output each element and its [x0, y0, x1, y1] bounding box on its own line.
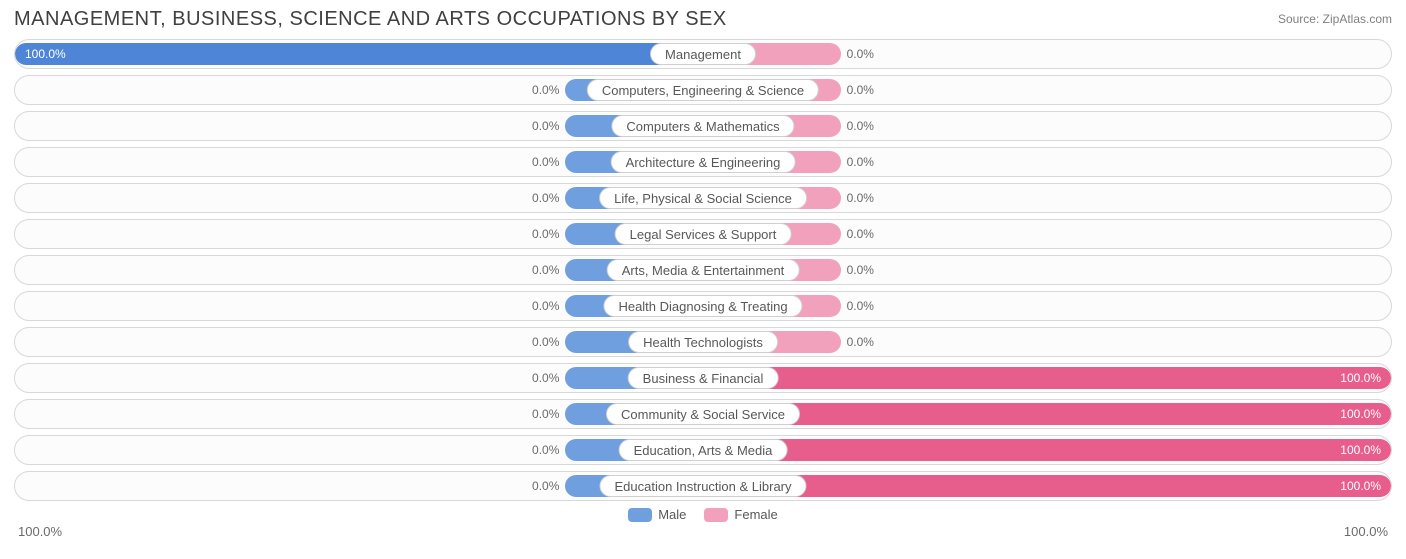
male-value: 0.0%	[532, 400, 559, 428]
axis-left-label: 100.0%	[18, 524, 62, 539]
female-value: 0.0%	[847, 328, 874, 356]
female-bar: 100.0%	[703, 367, 1391, 389]
legend-swatch-female	[704, 508, 728, 522]
female-bar: 100.0%	[703, 439, 1391, 461]
legend-male-label: Male	[658, 507, 686, 522]
female-value: 0.0%	[847, 112, 874, 140]
chart-row: 0.0% 0.0% Arts, Media & Entertainment	[14, 255, 1392, 285]
axis-right-label: 100.0%	[1344, 524, 1388, 539]
male-bar: 100.0%	[15, 43, 703, 65]
chart-row: 0.0% 0.0% Computers, Engineering & Science	[14, 75, 1392, 105]
male-value: 0.0%	[532, 76, 559, 104]
male-value: 0.0%	[532, 436, 559, 464]
legend-female: Female	[704, 507, 777, 522]
chart-source: Source: ZipAtlas.com	[1278, 8, 1392, 26]
category-label: Computers, Engineering & Science	[587, 79, 819, 101]
male-value: 0.0%	[532, 292, 559, 320]
chart-row: 0.0% 100.0% Education, Arts & Media	[14, 435, 1392, 465]
chart-title: MANAGEMENT, BUSINESS, SCIENCE AND ARTS O…	[14, 8, 727, 31]
chart-row: 0.0% 100.0% Business & Financial	[14, 363, 1392, 393]
chart-row: 0.0% 0.0% Computers & Mathematics	[14, 111, 1392, 141]
male-value: 100.0%	[15, 47, 76, 61]
chart-row: 0.0% 100.0% Education Instruction & Librar…	[14, 471, 1392, 501]
legend: Male Female	[0, 507, 1406, 522]
male-value: 0.0%	[532, 328, 559, 356]
chart-row: 100.0% 0.0% Management	[14, 39, 1392, 69]
category-label: Management	[650, 43, 756, 65]
chart-row: 0.0% 100.0% Community & Social Service	[14, 399, 1392, 429]
category-label: Health Diagnosing & Treating	[603, 295, 802, 317]
male-value: 0.0%	[532, 364, 559, 392]
category-label: Life, Physical & Social Science	[599, 187, 807, 209]
male-value: 0.0%	[532, 112, 559, 140]
female-value: 0.0%	[847, 220, 874, 248]
category-label: Education, Arts & Media	[619, 439, 788, 461]
female-value: 100.0%	[1330, 407, 1391, 421]
chart-area: 100.0% 0.0% Management 0.0% 0.0% Computers, E…	[14, 39, 1392, 501]
female-value: 100.0%	[1330, 479, 1391, 493]
category-label: Community & Social Service	[606, 403, 800, 425]
male-value: 0.0%	[532, 472, 559, 500]
category-label: Education Instruction & Library	[599, 475, 806, 497]
female-value: 0.0%	[847, 256, 874, 284]
axis-labels: 100.0% 100.0%	[0, 522, 1406, 539]
category-label: Health Technologists	[628, 331, 778, 353]
female-value: 0.0%	[847, 76, 874, 104]
chart-container: MANAGEMENT, BUSINESS, SCIENCE AND ARTS O…	[0, 0, 1406, 559]
chart-row: 0.0% 0.0% Legal Services & Support	[14, 219, 1392, 249]
category-label: Arts, Media & Entertainment	[607, 259, 800, 281]
male-value: 0.0%	[532, 184, 559, 212]
legend-swatch-male	[628, 508, 652, 522]
chart-row: 0.0% 0.0% Health Technologists	[14, 327, 1392, 357]
female-value: 100.0%	[1330, 371, 1391, 385]
category-label: Business & Financial	[628, 367, 779, 389]
female-value: 0.0%	[847, 184, 874, 212]
female-bar: 100.0%	[703, 403, 1391, 425]
legend-female-label: Female	[734, 507, 777, 522]
female-value: 0.0%	[847, 148, 874, 176]
male-value: 0.0%	[532, 148, 559, 176]
male-value: 0.0%	[532, 220, 559, 248]
chart-row: 0.0% 0.0% Health Diagnosing & Treating	[14, 291, 1392, 321]
chart-header: MANAGEMENT, BUSINESS, SCIENCE AND ARTS O…	[0, 0, 1406, 35]
legend-male: Male	[628, 507, 686, 522]
category-label: Computers & Mathematics	[611, 115, 794, 137]
category-label: Legal Services & Support	[615, 223, 792, 245]
chart-row: 0.0% 0.0% Architecture & Engineering	[14, 147, 1392, 177]
female-value: 0.0%	[847, 40, 874, 68]
category-label: Architecture & Engineering	[611, 151, 796, 173]
chart-row: 0.0% 0.0% Life, Physical & Social Science	[14, 183, 1392, 213]
female-value: 0.0%	[847, 292, 874, 320]
female-value: 100.0%	[1330, 443, 1391, 457]
male-value: 0.0%	[532, 256, 559, 284]
